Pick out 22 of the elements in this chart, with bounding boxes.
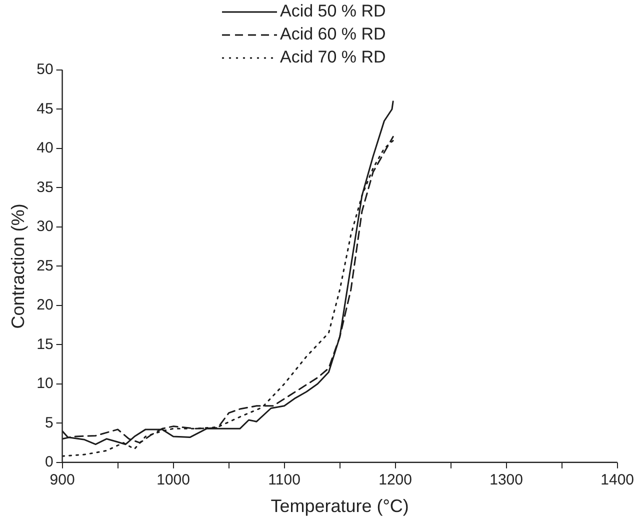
x-tick-label: 1400 bbox=[600, 472, 634, 489]
y-tick-label: 10 bbox=[36, 375, 54, 392]
x-tick-label: 1200 bbox=[378, 472, 412, 489]
y-tick-label: 5 bbox=[44, 414, 54, 432]
legend-label: Acid 60 % RD bbox=[280, 24, 386, 44]
y-tick-label: 30 bbox=[36, 218, 54, 236]
y-tick-label: 15 bbox=[36, 336, 54, 353]
x-tick-label: 1000 bbox=[156, 472, 190, 489]
x-tick-label: 1300 bbox=[490, 472, 523, 489]
y-tick-label: 40 bbox=[36, 140, 54, 157]
y-tick-label: 0 bbox=[44, 454, 54, 471]
y-tick-label: 20 bbox=[36, 296, 54, 314]
legend-label: Acid 50 % RD bbox=[280, 2, 386, 21]
x-tick-label: 900 bbox=[50, 472, 75, 489]
x-axis-title: Temperature (°C) bbox=[270, 496, 409, 516]
y-tick-label: 25 bbox=[36, 257, 54, 274]
y-tick-label: 45 bbox=[36, 100, 54, 118]
y-axis-title: Contraction (%) bbox=[8, 204, 28, 329]
y-tick-label: 50 bbox=[36, 61, 54, 78]
x-tick-label: 1100 bbox=[268, 472, 300, 489]
legend-label: Acid 70 % RD bbox=[280, 48, 386, 67]
y-tick-label: 35 bbox=[36, 178, 54, 196]
